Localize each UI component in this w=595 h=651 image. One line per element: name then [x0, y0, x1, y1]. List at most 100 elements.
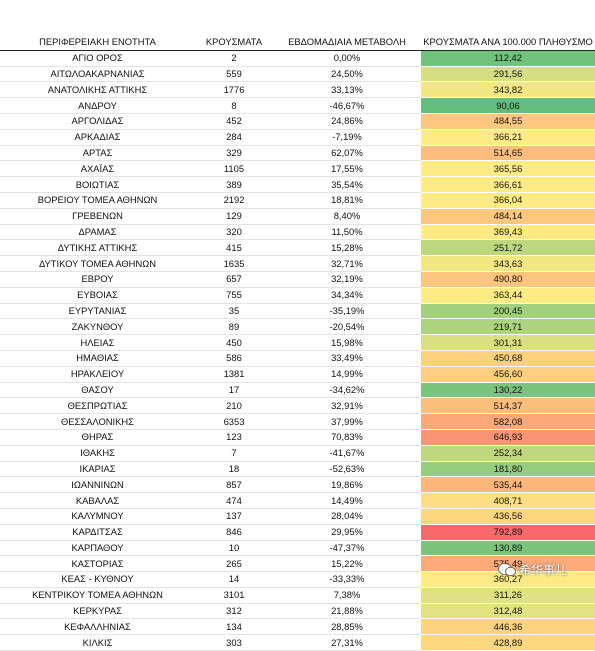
rate-cell: 446,36 [421, 618, 595, 636]
region-cell: ΖΑΚΥΝΘΟΥ [0, 318, 195, 336]
cases-cell: 2192 [195, 192, 273, 209]
table-row: ΘΗΡΑΣ 123 70,83% 646,93 [0, 429, 595, 446]
rate-cell: 369,43 [421, 224, 595, 241]
rate-cell: 365,56 [421, 160, 595, 178]
region-cell: ΕΒΡΟΥ [0, 271, 195, 288]
rate-cell: 130,22 [421, 382, 595, 399]
table-row: ΚΕΡΚΥΡΑΣ 312 21,88% 312,48 [0, 603, 595, 620]
cases-cell: 1635 [195, 255, 273, 272]
table-row: ΑΡΓΟΛΙΔΑΣ 452 24,86% 484,55 [0, 113, 595, 130]
region-cell: ΚΙΛΚΙΣ [0, 634, 195, 651]
cases-cell: 8 [195, 97, 273, 114]
change-cell: 32,91% [273, 397, 421, 415]
cases-cell: 450 [195, 334, 273, 351]
region-cell: ΗΜΑΘΙΑΣ [0, 350, 195, 367]
region-cell: ΒΟΡΕΙΟΥ ΤΟΜΕΑ ΑΘΗΝΩΝ [0, 192, 195, 209]
rate-cell: 514,37 [421, 397, 595, 415]
table-row: ΚΑΡΔΙΤΣΑΣ 846 29,95% 792,89 [0, 524, 595, 541]
table-row: ΘΑΣΟΥ 17 -34,62% 130,22 [0, 382, 595, 399]
cases-cell: 1381 [195, 366, 273, 383]
table-row: ΑΙΤΩΛΟΑΚΑΡΝΑΝΙΑΣ 559 24,50% 291,56 [0, 66, 595, 83]
change-cell: 27,31% [273, 634, 421, 651]
table-row: ΗΛΕΙΑΣ 450 15,98% 301,31 [0, 334, 595, 351]
region-cell: ΗΡΑΚΛΕΙΟΥ [0, 366, 195, 383]
rate-cell: 408,71 [421, 492, 595, 509]
cases-cell: 846 [195, 524, 273, 541]
watermark-icon [498, 562, 516, 576]
change-cell: 0,00% [273, 50, 421, 67]
cases-cell: 14 [195, 571, 273, 588]
cases-cell: 329 [195, 145, 273, 162]
cases-cell: 312 [195, 603, 273, 620]
column-header: ΚΡΟΥΣΜΑΤΑ [195, 35, 273, 51]
rate-cell: 436,56 [421, 508, 595, 525]
change-cell: 33,49% [273, 350, 421, 367]
column-header: ΚΡΟΥΣΜΑΤΑ ΑΝΑ 100.000 ΠΛΗΘΥΣΜΟ [421, 35, 595, 51]
rate-cell: 360,27 [421, 571, 595, 588]
cases-cell: 320 [195, 224, 273, 241]
cases-cell: 2 [195, 50, 273, 67]
change-cell: 29,95% [273, 524, 421, 541]
region-cell: ΕΥΒΟΙΑΣ [0, 287, 195, 304]
rate-cell: 514,65 [421, 145, 595, 162]
change-cell: 62,07% [273, 145, 421, 162]
table-row: ΚΑΛΥΜΝΟΥ 137 28,04% 436,56 [0, 508, 595, 525]
table-row: ΘΕΣΠΡΩΤΙΑΣ 210 32,91% 514,37 [0, 397, 595, 415]
cases-cell: 1105 [195, 160, 273, 178]
column-header: ΠΕΡΙΦΕΡΕΙΑΚΗ ΕΝΟΤΗΤΑ [0, 35, 195, 51]
rate-cell: 450,68 [421, 350, 595, 367]
region-cell: ΘΕΣΣΑΛΟΝΙΚΗΣ [0, 413, 195, 430]
region-cell: ΙΘΑΚΗΣ [0, 445, 195, 462]
table-row: ΑΧΑΪΑΣ 1105 17,55% 365,56 [0, 160, 595, 178]
table-row: ΔΥΤΙΚΗΣ ΑΤΤΙΚΗΣ 415 15,28% 251,72 [0, 239, 595, 257]
cases-cell: 137 [195, 508, 273, 525]
region-cell: ΚΑΒΑΛΑΣ [0, 492, 195, 509]
region-cell: ΑΧΑΪΑΣ [0, 160, 195, 178]
change-cell: 70,83% [273, 429, 421, 446]
rate-cell: 200,45 [421, 303, 595, 320]
region-cell: ΑΙΤΩΛΟΑΚΑΡΝΑΝΙΑΣ [0, 66, 195, 83]
cases-cell: 6353 [195, 413, 273, 430]
change-cell: -20,54% [273, 318, 421, 336]
region-cell: ΑΝΑΤΟΛΙΚΗΣ ΑΤΤΙΚΗΣ [0, 81, 195, 99]
region-cell: ΘΑΣΟΥ [0, 382, 195, 399]
change-cell: 18,81% [273, 192, 421, 209]
table-row: ΚΕΝΤΡΙΚΟΥ ΤΟΜΕΑ ΑΘΗΝΩΝ 3101 7,38% 311,26 [0, 587, 595, 604]
table-row: ΒΟΙΩΤΙΑΣ 389 35,54% 366,61 [0, 176, 595, 193]
rate-cell: 301,31 [421, 334, 595, 351]
cases-cell: 389 [195, 176, 273, 193]
change-cell: 21,88% [273, 603, 421, 620]
rate-cell: 792,89 [421, 524, 595, 541]
cases-cell: 3101 [195, 587, 273, 604]
table-row: ΔΥΤΙΚΟΥ ΤΟΜΕΑ ΑΘΗΝΩΝ 1635 32,71% 343,63 [0, 255, 595, 272]
region-cell: ΑΡΓΟΛΙΔΑΣ [0, 113, 195, 130]
rate-cell: 343,63 [421, 255, 595, 272]
change-cell: 37,99% [273, 413, 421, 430]
cases-cell: 89 [195, 318, 273, 336]
change-cell: 19,86% [273, 476, 421, 494]
table-row: ΚΑΡΠΑΘΟΥ 10 -47,37% 130,89 [0, 540, 595, 557]
region-cell: ΚΕΝΤΡΙΚΟΥ ΤΟΜΕΑ ΑΘΗΝΩΝ [0, 587, 195, 604]
rate-cell: 456,60 [421, 366, 595, 383]
rate-cell: 428,89 [421, 634, 595, 651]
rate-cell: 490,80 [421, 271, 595, 288]
change-cell: 24,86% [273, 113, 421, 130]
region-cell: ΘΗΡΑΣ [0, 429, 195, 446]
rate-cell: 219,71 [421, 318, 595, 336]
region-cell: ΙΩΑΝΝΙΝΩΝ [0, 476, 195, 494]
change-cell: -52,63% [273, 461, 421, 478]
table-row: ΔΡΑΜΑΣ 320 11,50% 369,43 [0, 224, 595, 241]
table-row: ΙΘΑΚΗΣ 7 -41,67% 252,34 [0, 445, 595, 462]
header-row: ΠΕΡΙΦΕΡΕΙΑΚΗ ΕΝΟΤΗΤΑ ΚΡΟΥΣΜΑΤΑ ΕΒΔΟΜΑΔΙΑΙΑ… [0, 35, 595, 51]
change-cell: -46,67% [273, 97, 421, 114]
page: ΠΕΡΙΦΕΡΕΙΑΚΗ ΕΝΟΤΗΤΑ ΚΡΟΥΣΜΑΤΑ ΕΒΔΟΜΑΔΙΑΙΑ… [0, 35, 595, 651]
rate-cell: 130,89 [421, 540, 595, 557]
table-row: ΑΓΙΟ ΟΡΟΣ 2 0,00% 112,42 [0, 50, 595, 67]
table-row: ΙΚΑΡΙΑΣ 18 -52,63% 181,80 [0, 461, 595, 478]
cases-cell: 18 [195, 461, 273, 478]
table-row: ΖΑΚΥΝΘΟΥ 89 -20,54% 219,71 [0, 318, 595, 336]
cases-cell: 559 [195, 66, 273, 83]
watermark: 希华事儿 [498, 561, 567, 578]
column-header: ΕΒΔΟΜΑΔΙΑΙΑ ΜΕΤΑΒΟΛΗ [273, 35, 421, 51]
